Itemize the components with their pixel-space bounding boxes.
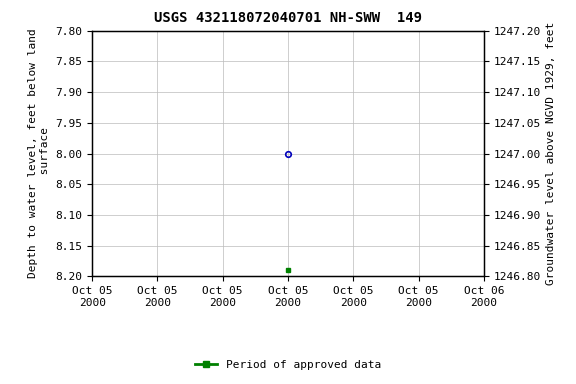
Title: USGS 432118072040701 NH-SWW  149: USGS 432118072040701 NH-SWW 149 — [154, 12, 422, 25]
Y-axis label: Groundwater level above NGVD 1929, feet: Groundwater level above NGVD 1929, feet — [547, 22, 556, 285]
Y-axis label: Depth to water level, feet below land
 surface: Depth to water level, feet below land su… — [28, 29, 50, 278]
Legend: Period of approved data: Period of approved data — [191, 355, 385, 374]
